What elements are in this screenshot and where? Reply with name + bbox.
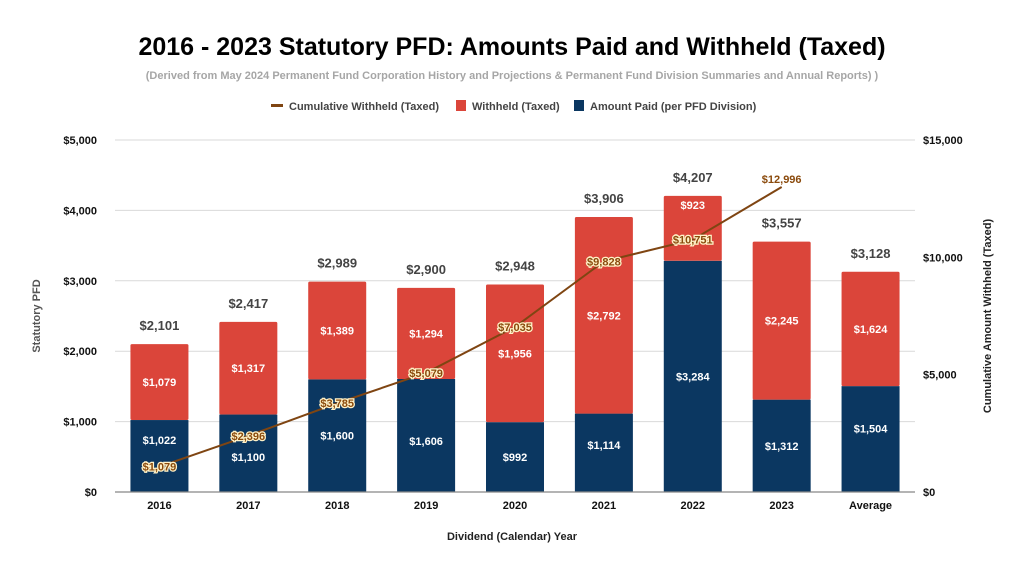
bar-label-amount-paid: $1,606 <box>409 436 443 448</box>
y-axis-right: $0 $5,000 $10,000 $15,000 <box>923 135 963 499</box>
cumulative-label: $3,785 <box>320 398 354 410</box>
bar-label-withheld: $1,317 <box>232 363 266 375</box>
bar-label-amount-paid: $992 <box>503 452 527 464</box>
bar-label-amount-paid: $1,022 <box>143 435 177 447</box>
bar-label-amount-paid: $1,600 <box>320 431 354 443</box>
bar-withheld <box>663 195 722 261</box>
y-tick-label-left: $4,000 <box>63 205 97 217</box>
bar-amount-paid <box>752 399 811 492</box>
x-tick-label: 2023 <box>769 500 793 512</box>
legend-label-cumulative: Cumulative Withheld (Taxed) <box>289 101 439 113</box>
bar-label-withheld: $2,245 <box>765 316 799 328</box>
cumulative-label: $10,751 <box>673 235 713 247</box>
cumulative-line-layer <box>159 186 783 468</box>
x-tick-label: 2018 <box>325 500 349 512</box>
bar-label-amount-paid: $1,100 <box>232 452 266 464</box>
legend-label-withheld: Withheld (Taxed) <box>472 101 560 113</box>
bar-withheld <box>486 284 544 423</box>
y-tick-label-right: $10,000 <box>923 252 963 264</box>
x-tick-label: 2019 <box>414 500 438 512</box>
y-axis-left-title: Statutory PFD <box>31 279 43 352</box>
cumulative-label: $12,996 <box>762 174 802 186</box>
bar-label-withheld: $1,624 <box>854 324 889 336</box>
bar-withheld <box>574 217 633 414</box>
bar-withheld <box>308 281 367 380</box>
bar-label-amount-paid: $3,284 <box>676 371 711 383</box>
y-tick-label-right: $5,000 <box>923 370 957 382</box>
chart-title: 2016 - 2023 Statutory PFD: Amounts Paid … <box>138 33 885 61</box>
legend-marker-amount-paid <box>574 100 584 111</box>
bar-total-label: $3,557 <box>762 216 802 231</box>
bar-label-amount-paid: $1,312 <box>765 441 799 453</box>
bar-label-withheld: $1,294 <box>409 328 444 340</box>
bar-amount-paid <box>574 413 633 492</box>
bar-total-label: $2,989 <box>317 256 357 271</box>
cumulative-labels: $1,079 $2,396 $3,785 $5,079 $7,035 $9,828 $10,… <box>141 174 802 475</box>
y-tick-label-left: $2,000 <box>63 346 97 358</box>
cumulative-line <box>159 186 783 468</box>
y-tick-label-right: $15,000 <box>923 135 963 147</box>
bar-label-withheld: $923 <box>681 200 705 212</box>
legend-label-amount-paid: Amount Paid (per PFD Division) <box>590 101 757 113</box>
segment-labels: $1,022 $1,079 $1,100 $1,317 $1,600 $1,389 $1,6… <box>143 200 889 464</box>
cumulative-label: $5,079 <box>409 368 443 380</box>
bar-total-label: $2,101 <box>140 318 180 333</box>
bar-amount-paid <box>308 379 367 492</box>
bars <box>130 195 900 492</box>
bar-amount-paid <box>219 414 278 492</box>
y-tick-label-left: $1,000 <box>63 417 97 429</box>
bar-amount-paid <box>663 260 722 492</box>
bar-total-label: $3,128 <box>851 246 891 261</box>
x-axis: 2016 2017 2018 2019 2020 2021 2022 2023 Average <box>147 500 892 512</box>
bar-amount-paid <box>397 378 456 492</box>
y-tick-label-left: $0 <box>85 487 97 499</box>
bar-label-amount-paid: $1,504 <box>854 423 889 435</box>
x-tick-label: 2017 <box>236 500 260 512</box>
bar-label-withheld: $1,389 <box>320 325 354 337</box>
x-tick-label: 2021 <box>592 500 616 512</box>
x-tick-label: 2016 <box>147 500 171 512</box>
cumulative-label: $9,828 <box>587 256 621 268</box>
legend: Cumulative Withheld (Taxed) Withheld (Ta… <box>271 100 757 113</box>
total-labels: $2,101 $2,417 $2,989 $2,900 $2,948 $3,906 $4,2… <box>140 170 891 333</box>
bar-amount-paid <box>841 386 900 492</box>
legend-marker-cumulative <box>271 104 283 107</box>
bar-withheld <box>397 287 456 379</box>
legend-marker-withheld <box>456 100 466 111</box>
y-tick-label-left: $5,000 <box>63 135 97 147</box>
bar-amount-paid <box>130 420 189 492</box>
cumulative-label: $1,079 <box>143 462 177 474</box>
bar-total-label: $2,948 <box>495 258 535 273</box>
x-tick-label: 2022 <box>681 500 705 512</box>
bar-total-label: $2,900 <box>406 262 446 277</box>
bar-total-label: $2,417 <box>228 296 268 311</box>
x-axis-title: Dividend (Calendar) Year <box>447 531 578 543</box>
x-tick-label: Average <box>849 500 892 512</box>
y-axis-right-title: Cumulative Amount Withheld (Taxed) <box>982 219 994 414</box>
bar-label-withheld: $1,956 <box>498 348 532 360</box>
bar-withheld <box>130 344 189 421</box>
bar-label-amount-paid: $1,114 <box>587 440 621 452</box>
bar-withheld <box>752 241 811 400</box>
y-tick-label-right: $0 <box>923 487 935 499</box>
bar-total-label: $3,906 <box>584 191 624 206</box>
bar-withheld <box>841 271 900 387</box>
chart-subtitle: (Derived from May 2024 Permanent Fund Co… <box>146 70 879 82</box>
cumulative-label: $7,035 <box>498 322 532 334</box>
cumulative-label: $2,396 <box>232 431 266 443</box>
bar-withheld <box>219 321 278 415</box>
bar-total-label: $4,207 <box>673 170 713 185</box>
bar-label-withheld: $1,079 <box>143 377 177 389</box>
bar-label-withheld: $2,792 <box>587 310 621 322</box>
bar-amount-paid <box>486 422 544 492</box>
y-tick-label-left: $3,000 <box>63 276 97 288</box>
x-tick-label: 2020 <box>503 500 527 512</box>
y-axis-left: $0 $1,000 $2,000 $3,000 $4,000 $5,000 <box>63 135 97 499</box>
